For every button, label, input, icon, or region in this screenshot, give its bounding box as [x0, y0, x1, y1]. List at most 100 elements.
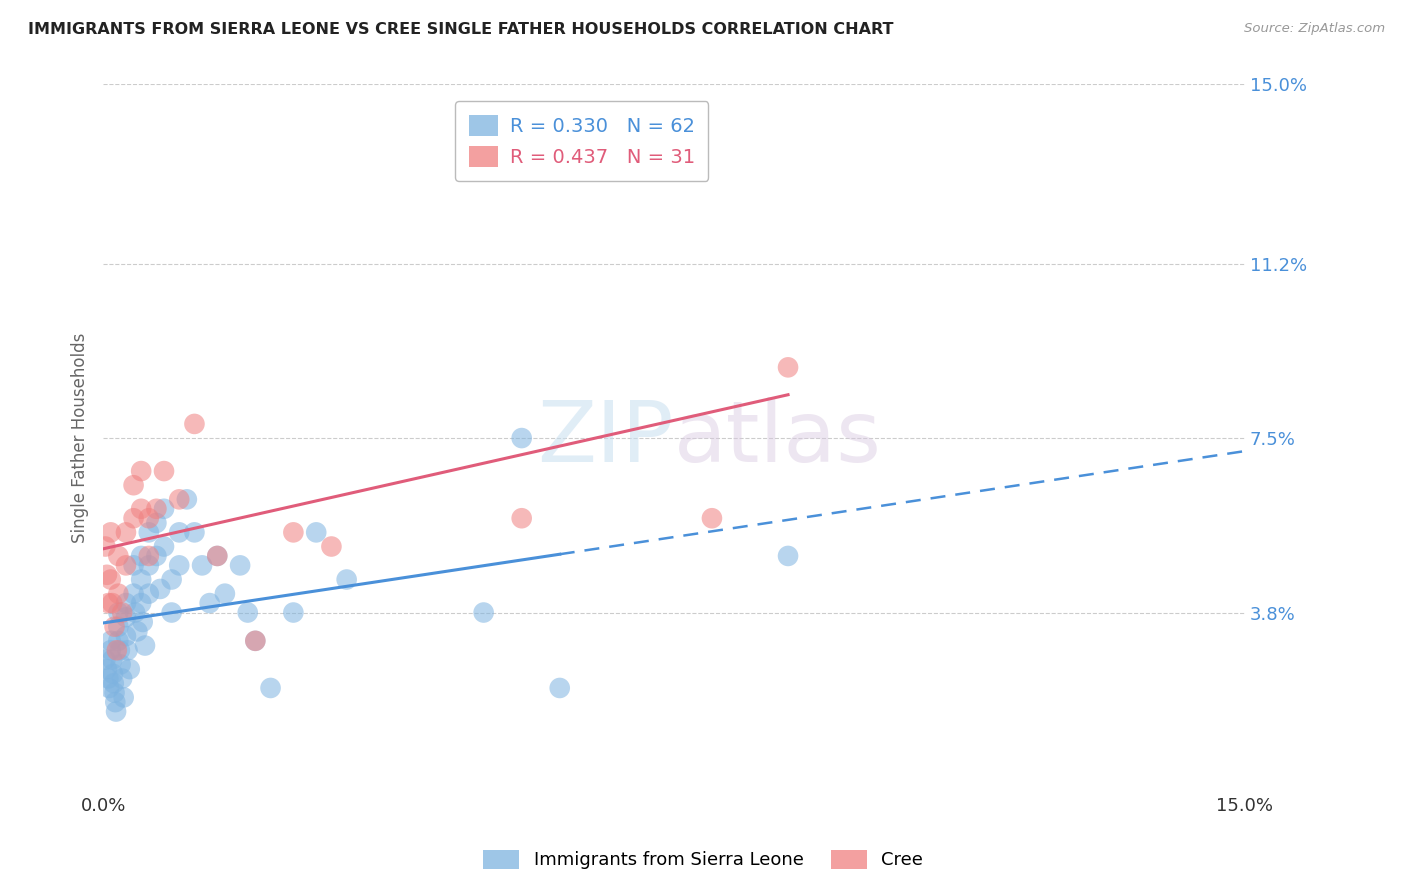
Point	[167, 558, 190, 573]
Point	[321, 540, 343, 554]
Point	[183, 525, 205, 540]
Point	[124, 606, 146, 620]
Point	[115, 525, 138, 540]
Point	[214, 587, 236, 601]
Point	[115, 610, 138, 624]
Point	[336, 573, 359, 587]
Text: atlas: atlas	[673, 397, 882, 480]
Point	[776, 549, 799, 563]
Point	[97, 672, 120, 686]
Point	[122, 587, 145, 601]
Point	[472, 606, 495, 620]
Point	[122, 558, 145, 573]
Point	[98, 681, 121, 695]
Point	[129, 501, 152, 516]
Point	[198, 596, 221, 610]
Point	[510, 511, 533, 525]
Point	[100, 573, 122, 587]
Point	[107, 620, 129, 634]
Point	[548, 681, 571, 695]
Point	[129, 573, 152, 587]
Point	[107, 549, 129, 563]
Point	[94, 653, 117, 667]
Point	[160, 606, 183, 620]
Point	[117, 643, 139, 657]
Point	[138, 549, 160, 563]
Point	[138, 511, 160, 525]
Point	[103, 686, 125, 700]
Point	[176, 492, 198, 507]
Point	[129, 596, 152, 610]
Point	[107, 633, 129, 648]
Point	[167, 492, 190, 507]
Point	[96, 662, 118, 676]
Point	[131, 615, 153, 629]
Point	[283, 525, 305, 540]
Point	[101, 596, 124, 610]
Point	[96, 567, 118, 582]
Point	[236, 606, 259, 620]
Point	[111, 606, 134, 620]
Point	[100, 633, 122, 648]
Point	[145, 501, 167, 516]
Point	[145, 516, 167, 530]
Point	[112, 690, 135, 705]
Point	[105, 643, 128, 657]
Point	[103, 676, 125, 690]
Point	[122, 511, 145, 525]
Legend: Immigrants from Sierra Leone, Cree: Immigrants from Sierra Leone, Cree	[474, 841, 932, 879]
Point	[207, 549, 229, 563]
Point	[111, 672, 134, 686]
Point	[108, 643, 131, 657]
Point	[129, 549, 152, 563]
Point	[107, 587, 129, 601]
Point	[149, 582, 172, 596]
Point	[138, 587, 160, 601]
Point	[115, 629, 138, 643]
Point	[305, 54, 328, 68]
Point	[118, 662, 141, 676]
Point	[110, 657, 132, 672]
Point	[104, 695, 127, 709]
Point	[245, 633, 267, 648]
Point	[134, 639, 156, 653]
Point	[105, 705, 128, 719]
Point	[107, 606, 129, 620]
Point	[127, 624, 149, 639]
Point	[145, 549, 167, 563]
Text: Source: ZipAtlas.com: Source: ZipAtlas.com	[1244, 22, 1385, 36]
Text: ZIP: ZIP	[537, 397, 673, 480]
Point	[103, 620, 125, 634]
Legend: R = 0.330   N = 62, R = 0.437   N = 31: R = 0.330 N = 62, R = 0.437 N = 31	[456, 101, 709, 180]
Point	[115, 596, 138, 610]
Point	[283, 606, 305, 620]
Point	[153, 464, 176, 478]
Point	[101, 653, 124, 667]
Point	[122, 478, 145, 492]
Point	[100, 525, 122, 540]
Point	[259, 681, 281, 695]
Point	[160, 573, 183, 587]
Y-axis label: Single Father Households: Single Father Households	[72, 333, 89, 543]
Point	[129, 464, 152, 478]
Point	[100, 643, 122, 657]
Point	[191, 558, 214, 573]
Point	[510, 431, 533, 445]
Point	[305, 525, 328, 540]
Point	[153, 540, 176, 554]
Point	[245, 633, 267, 648]
Point	[101, 666, 124, 681]
Point	[115, 558, 138, 573]
Point	[138, 525, 160, 540]
Point	[97, 596, 120, 610]
Point	[94, 540, 117, 554]
Point	[183, 417, 205, 431]
Point	[207, 549, 229, 563]
Point	[776, 360, 799, 375]
Point	[167, 525, 190, 540]
Point	[700, 511, 723, 525]
Text: IMMIGRANTS FROM SIERRA LEONE VS CREE SINGLE FATHER HOUSEHOLDS CORRELATION CHART: IMMIGRANTS FROM SIERRA LEONE VS CREE SIN…	[28, 22, 894, 37]
Point	[138, 558, 160, 573]
Point	[153, 501, 176, 516]
Point	[229, 558, 252, 573]
